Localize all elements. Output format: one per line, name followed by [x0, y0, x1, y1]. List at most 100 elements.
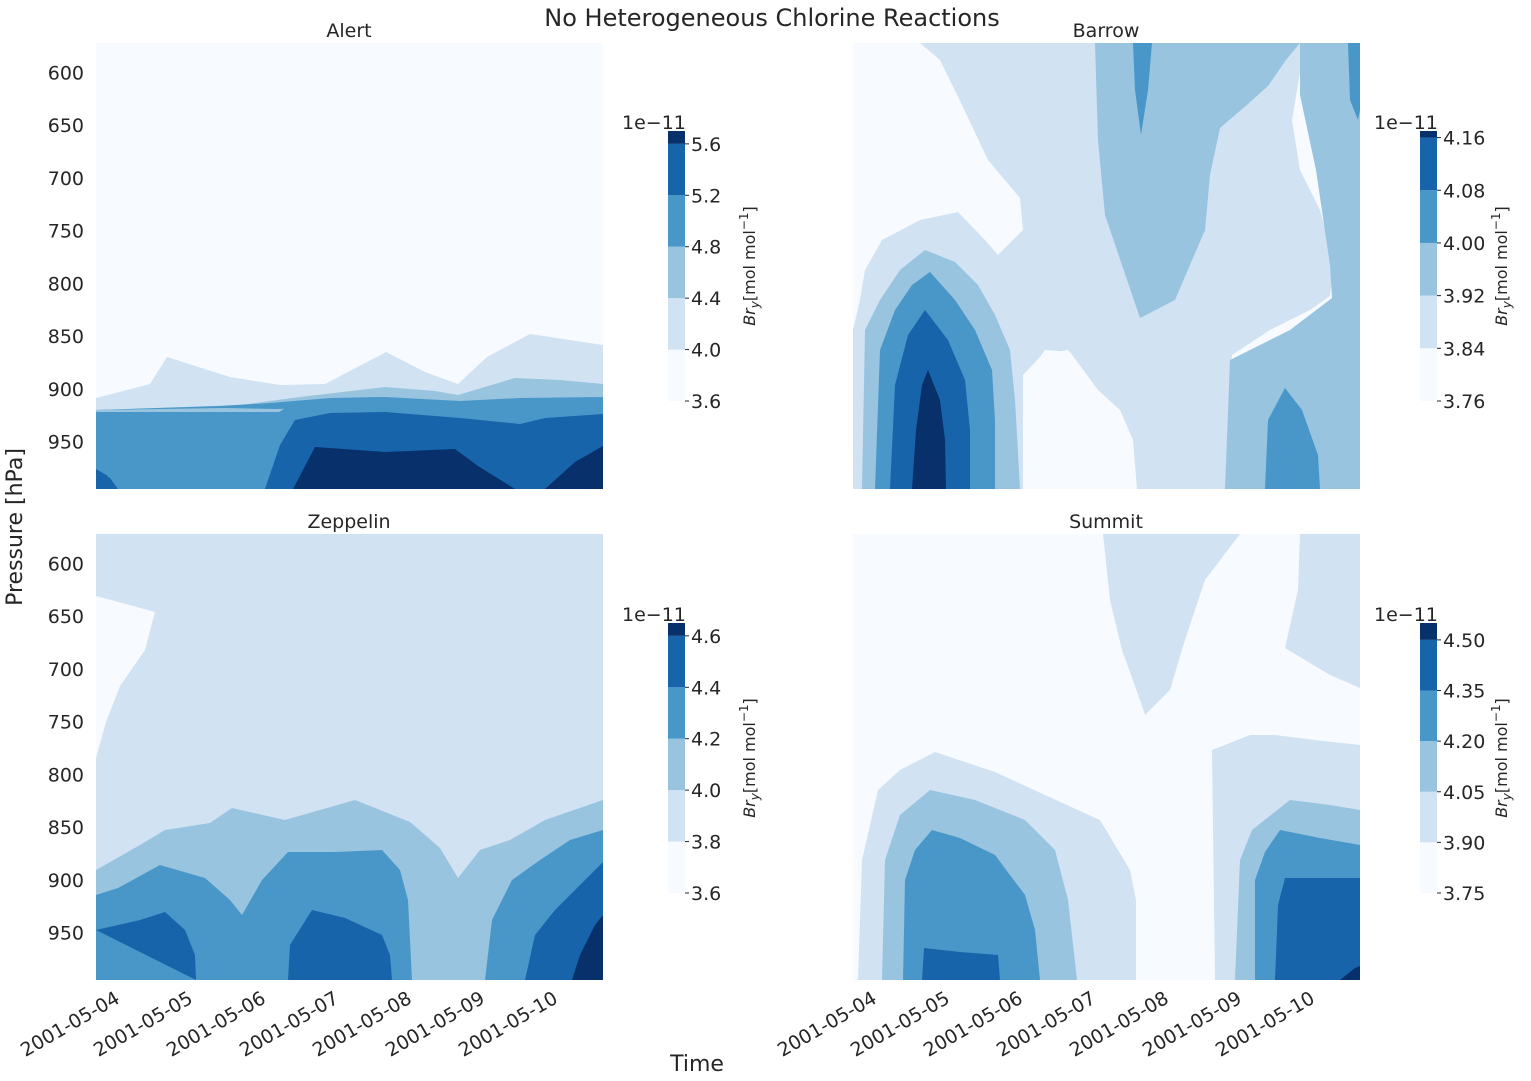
y-tick-label: 800	[48, 273, 84, 295]
contour-band-zeppelin-7	[572, 915, 603, 980]
colorbar-tick-label: 3.6	[691, 391, 721, 413]
contour-area-zeppelin	[96, 534, 603, 980]
panel-barrow: Barrow 4.16 4.08 4.00 3.92 3.84 3.76 1e−11 Bry[…	[853, 20, 1514, 489]
y-tick-label: 950	[48, 432, 84, 454]
contour-band-summit-1	[1103, 534, 1240, 715]
contour-band-barrow-2b	[1225, 43, 1360, 489]
colorbar-swatch	[1420, 190, 1437, 243]
colorbar-label: Bry[mol mol−1]	[737, 206, 762, 326]
colorbar-swatch	[668, 841, 685, 893]
contour-band-barrow-9	[1265, 388, 1320, 489]
y-tick-label: 650	[48, 115, 84, 137]
colorbar-swatch	[668, 790, 685, 842]
y-tick-label: 900	[48, 379, 84, 401]
y-ticks-zeppelin: 600 650 700 750 800 850 900 950	[48, 554, 84, 945]
colorbar-tick-label: 3.90	[1443, 832, 1485, 854]
colorbar-swatch	[1420, 295, 1437, 349]
x-axis-label: Time	[669, 1052, 724, 1077]
y-tick-label: 750	[48, 221, 84, 243]
contour-band-barrow-1b	[1023, 350, 1132, 489]
colorbar-swatch	[1420, 242, 1437, 296]
colorbar-swatch	[668, 246, 685, 299]
contour-band-summit-4	[903, 830, 1040, 980]
contour-area-summit	[853, 534, 1360, 980]
colorbar-tick-label: 4.35	[1443, 681, 1485, 703]
contour-band-summit-6	[1340, 966, 1360, 980]
colorbar-zeppelin: 4.6 4.4 4.2 4.0 3.8 3.6 1e−11 Bry[mol mol−1]	[622, 604, 762, 905]
colorbar-swatch	[1420, 741, 1437, 792]
contour-band-barrow-6	[912, 370, 946, 489]
panel-title-zeppelin: Zeppelin	[307, 511, 390, 533]
colorbar-swatch	[668, 738, 685, 791]
colorbar-tick-label: 3.76	[1443, 391, 1485, 413]
colorbar-swatch	[1420, 131, 1437, 138]
contour-band-alert-8	[293, 447, 515, 489]
colorbar-tick-label: 3.8	[691, 832, 721, 854]
colorbar-offset: 1e−11	[1374, 112, 1438, 134]
figure-title: No Heterogeneous Chlorine Reactions	[544, 4, 999, 32]
colorbar-tick-label: 5.2	[691, 185, 721, 207]
y-tick-label: 750	[48, 712, 84, 734]
colorbar-swatch	[668, 131, 685, 144]
colorbar-swatch	[668, 635, 685, 688]
panel-title-barrow: Barrow	[1073, 20, 1140, 42]
colorbar-tick-label: 3.92	[1443, 286, 1485, 308]
panel-title-alert: Alert	[326, 20, 371, 42]
colorbar-alert: 5.6 5.2 4.8 4.4 4.0 3.6 1e−11 Bry[mol mol−1]	[622, 112, 762, 413]
colorbar-offset: 1e−11	[622, 604, 686, 626]
colorbar-tick-label: 4.05	[1443, 782, 1485, 804]
colorbar-tick-label: 4.8	[691, 237, 721, 259]
colorbar-summit: 4.50 4.35 4.20 4.05 3.90 3.75 1e−11 Bry[mol mol…	[1374, 604, 1514, 905]
colorbar-swatch	[668, 349, 685, 401]
colorbar-swatch	[668, 298, 685, 350]
y-tick-label: 800	[48, 764, 84, 786]
contour-band-summit-5b	[1275, 878, 1360, 980]
colorbar-swatch	[1420, 348, 1437, 401]
y-tick-label: 900	[48, 870, 84, 892]
contour-band-summit-1b	[1285, 534, 1360, 688]
y-tick-label: 850	[48, 817, 84, 839]
colorbar-tick-label: 4.0	[691, 780, 721, 802]
contour-band-barrow-2	[1095, 43, 1300, 318]
contour-area-barrow	[853, 43, 1360, 489]
colorbar-tick-label: 4.4	[691, 677, 721, 699]
colorbar-swatch	[1420, 842, 1437, 893]
contour-band-barrow-7	[1133, 43, 1152, 135]
colorbar-tick-label: 4.20	[1443, 731, 1485, 753]
colorbar-offset: 1e−11	[622, 112, 686, 134]
contour-band-zeppelin-4	[96, 912, 196, 980]
colorbar-tick-label: 4.16	[1443, 128, 1485, 150]
colorbar-tick-label: 4.6	[691, 626, 721, 648]
contour-band-alert-9	[545, 446, 603, 489]
y-tick-label: 850	[48, 326, 84, 348]
colorbar-tick-label: 4.2	[691, 729, 721, 751]
y-tick-label: 950	[48, 923, 84, 945]
colorbar-tick-label: 3.75	[1443, 883, 1485, 905]
colorbar-swatch	[1420, 690, 1437, 742]
contour-band-zeppelin-5	[288, 910, 392, 980]
colorbar-label: Bry[mol mol−1]	[1489, 698, 1514, 818]
colorbar-tick-label: 3.6	[691, 883, 721, 905]
colorbar-tick-label: 4.50	[1443, 630, 1485, 652]
colorbar-barrow: 4.16 4.08 4.00 3.92 3.84 3.76 1e−11 Bry[mol mol…	[1374, 112, 1514, 413]
contour-band-zeppelin-1	[96, 534, 155, 758]
contour-band-alert-10	[96, 469, 108, 480]
x-ticks-zeppelin: 2001-05-042001-05-052001-05-062001-05-07…	[17, 987, 562, 1061]
y-tick-label: 600	[48, 63, 84, 85]
colorbar-label: Bry[mol mol−1]	[737, 698, 762, 818]
colorbar-tick-label: 4.4	[691, 288, 721, 310]
contour-band-summit-5	[922, 948, 1000, 980]
colorbar-swatch	[1420, 137, 1437, 191]
colorbar-tick-label: 4.08	[1443, 180, 1485, 202]
colorbar-swatch	[668, 195, 685, 247]
contour-band-barrow-8	[1348, 43, 1360, 120]
colorbar-swatch	[1420, 639, 1437, 691]
colorbar-swatch	[1420, 791, 1437, 843]
panel-summit: Summit 2001-05-042001-05-052001-05-06200…	[774, 511, 1514, 1062]
y-tick-label: 700	[48, 659, 84, 681]
y-ticks-alert: 600 650 700 750 800 850 900 950	[48, 63, 84, 454]
colorbar-swatch	[668, 687, 685, 739]
contour-area-alert	[96, 43, 603, 489]
colorbar-tick-label: 3.84	[1443, 338, 1485, 360]
